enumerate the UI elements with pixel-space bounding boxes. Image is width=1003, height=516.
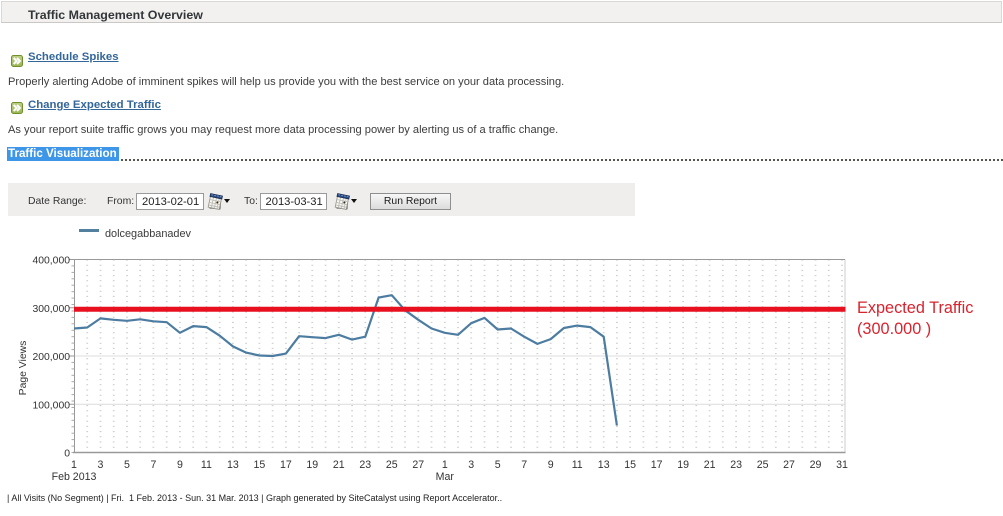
svg-text:5: 5 [495, 459, 501, 471]
svg-text:(300.000 ): (300.000 ) [857, 320, 931, 338]
svg-text:400,000: 400,000 [32, 256, 70, 267]
svg-text:13: 13 [598, 459, 610, 471]
svg-text:7: 7 [150, 459, 156, 471]
svg-text:3: 3 [468, 459, 474, 471]
svg-text:100,000: 100,000 [32, 400, 70, 411]
svg-text:Mar: Mar [436, 471, 455, 483]
svg-text:29: 29 [810, 459, 822, 471]
svg-text:23: 23 [359, 459, 371, 471]
svg-text:200,000: 200,000 [32, 352, 70, 363]
svg-text:13: 13 [227, 459, 239, 471]
svg-text:Expected Traffic: Expected Traffic [857, 299, 973, 317]
svg-text:19: 19 [677, 459, 689, 471]
svg-text:9: 9 [177, 459, 183, 471]
svg-text:Page Views: Page Views [18, 341, 29, 396]
svg-text:25: 25 [386, 459, 398, 471]
svg-text:17: 17 [280, 459, 292, 471]
svg-text:Feb 2013: Feb 2013 [52, 471, 97, 483]
svg-text:9: 9 [548, 459, 554, 471]
svg-text:1: 1 [442, 459, 448, 471]
svg-text:300,000: 300,000 [32, 304, 70, 315]
svg-text:7: 7 [521, 459, 527, 471]
svg-text:21: 21 [333, 459, 345, 471]
svg-text:11: 11 [201, 459, 212, 471]
svg-text:11: 11 [572, 459, 583, 471]
svg-text:31: 31 [836, 459, 848, 471]
svg-text:23: 23 [730, 459, 742, 471]
svg-text:15: 15 [254, 459, 266, 471]
svg-text:27: 27 [412, 459, 424, 471]
svg-text:19: 19 [306, 459, 318, 471]
svg-text:17: 17 [651, 459, 663, 471]
svg-text:25: 25 [757, 459, 769, 471]
svg-text:21: 21 [704, 459, 716, 471]
svg-text:27: 27 [783, 459, 795, 471]
svg-text:15: 15 [624, 459, 636, 471]
svg-text:1: 1 [71, 459, 77, 471]
svg-text:0: 0 [64, 449, 70, 460]
svg-text:3: 3 [98, 459, 104, 471]
svg-text:5: 5 [124, 459, 130, 471]
